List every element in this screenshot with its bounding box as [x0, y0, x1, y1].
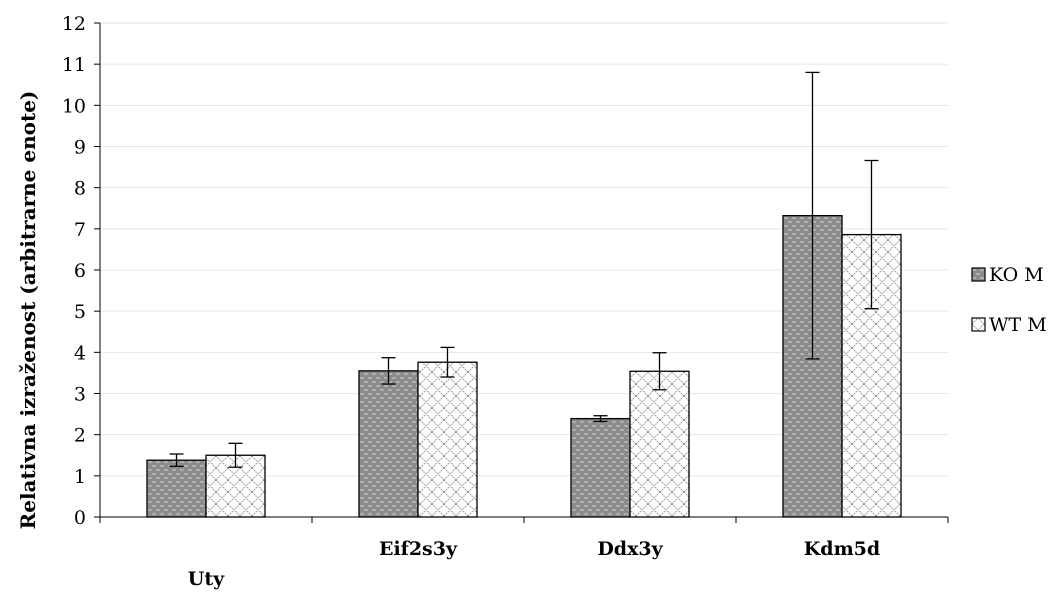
x-tick-label: Uty — [188, 568, 225, 590]
y-tick-label: 3 — [74, 384, 86, 406]
y-tick-label: 5 — [74, 301, 86, 323]
y-tick-label: 1 — [74, 466, 86, 488]
y-tick-label: 6 — [74, 260, 86, 282]
y-tick-label: 0 — [74, 507, 86, 529]
bar-ko-m-eif2s3y — [358, 370, 419, 518]
gridlines — [100, 22, 948, 477]
y-tick-label: 12 — [62, 13, 86, 35]
legend-swatch — [971, 267, 986, 282]
y-tick-label: 2 — [74, 425, 86, 447]
legend-label: WT M — [989, 314, 1047, 336]
y-tick-label: 8 — [74, 178, 86, 200]
bars — [146, 215, 902, 518]
bar-wt-m-ddx3y — [629, 370, 690, 518]
y-tick-label: 11 — [62, 54, 86, 76]
y-tick-label: 10 — [62, 95, 86, 117]
x-tick-label: Ddx3y — [597, 538, 663, 560]
y-axis-label: Relativna izraženost (arbitrarne enote) — [16, 91, 40, 530]
bar-ko-m-ddx3y — [570, 417, 631, 518]
legend-label: KO M — [989, 264, 1044, 286]
y-tick-label: 7 — [74, 219, 86, 241]
bar-wt-m-eif2s3y — [417, 361, 478, 518]
x-tick-label: Eif2s3y — [379, 538, 458, 560]
y-tick-label: 9 — [74, 137, 86, 159]
x-tick-label: Kdm5d — [804, 538, 880, 560]
axes — [94, 22, 949, 523]
legend-swatch — [971, 317, 986, 332]
y-tick-label: 4 — [74, 342, 86, 364]
error-bars — [169, 71, 879, 468]
legend: KO M WT M — [971, 264, 1047, 336]
bar-ko-m-uty — [146, 459, 207, 518]
